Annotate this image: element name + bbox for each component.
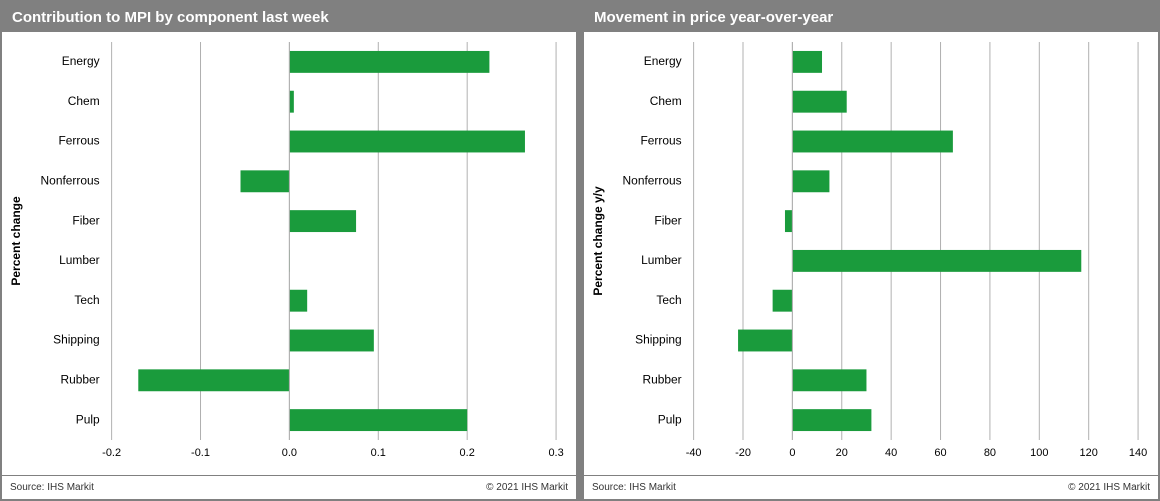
bar [792, 170, 829, 192]
category-label: Rubber [642, 372, 681, 386]
bar [792, 91, 846, 113]
svg-text:0.0: 0.0 [282, 447, 297, 459]
bar [289, 91, 293, 113]
bar [773, 290, 793, 312]
category-label: Rubber [60, 372, 99, 386]
bar [792, 131, 952, 153]
svg-text:20: 20 [836, 447, 848, 459]
bar [289, 290, 307, 312]
svg-text:-0.2: -0.2 [102, 447, 121, 459]
svg-text:0.1: 0.1 [371, 447, 386, 459]
category-label: Tech [74, 293, 99, 307]
bar [792, 369, 866, 391]
category-label: Chem [68, 94, 100, 108]
bar [738, 330, 792, 352]
category-label: Shipping [53, 333, 100, 347]
bar [289, 330, 373, 352]
bar [241, 170, 290, 192]
category-label: Nonferrous [623, 173, 682, 187]
category-label: Nonferrous [41, 173, 100, 187]
svg-text:140: 140 [1129, 447, 1147, 459]
category-label: Tech [656, 293, 681, 307]
category-label: Energy [644, 54, 682, 68]
right-footer: Source: IHS Markit © 2021 IHS Markit [584, 475, 1158, 499]
svg-text:-20: -20 [735, 447, 751, 459]
category-label: Energy [62, 54, 100, 68]
svg-text:40: 40 [885, 447, 897, 459]
y-axis-label: Percent change y/y [591, 186, 605, 296]
bar [785, 210, 792, 232]
bar [289, 131, 525, 153]
svg-text:0: 0 [789, 447, 795, 459]
svg-text:100: 100 [1030, 447, 1048, 459]
right-plot: -40 -20 0 20 40 60 80 100 120 140 Energy Chem Ferrou… [584, 32, 1158, 475]
category-label: Ferrous [640, 134, 681, 148]
bar [138, 369, 289, 391]
category-label: Fiber [654, 213, 681, 227]
svg-text:60: 60 [934, 447, 946, 459]
left-source: Source: IHS Markit [10, 482, 94, 493]
category-label: Chem [650, 94, 682, 108]
bar [289, 51, 489, 73]
left-plot: -0.2 -0.1 0.0 0.1 0.2 0.3 Energy Chem Ferrous Non… [2, 32, 576, 475]
category-label: Pulp [658, 412, 682, 426]
svg-text:80: 80 [984, 447, 996, 459]
category-label: Shipping [635, 333, 682, 347]
category-label: Pulp [76, 412, 100, 426]
bar [289, 210, 356, 232]
left-footer: Source: IHS Markit © 2021 IHS Markit [2, 475, 576, 499]
bar [792, 250, 1081, 272]
svg-text:0.2: 0.2 [460, 447, 475, 459]
left-title: Contribution to MPI by component last we… [2, 2, 576, 32]
bar [792, 409, 871, 431]
bar [792, 51, 822, 73]
svg-text:120: 120 [1080, 447, 1098, 459]
svg-text:-40: -40 [686, 447, 702, 459]
y-axis-label: Percent change [9, 196, 23, 286]
right-title: Movement in price year-over-year [584, 2, 1158, 32]
category-label: Lumber [641, 253, 682, 267]
svg-text:0.3: 0.3 [548, 447, 563, 459]
right-copyright: © 2021 IHS Markit [1068, 482, 1150, 493]
bar [289, 409, 467, 431]
charts-container: Contribution to MPI by component last we… [0, 0, 1160, 501]
category-label: Ferrous [58, 134, 99, 148]
right-panel: Movement in price year-over-year -40 -20 0… [582, 0, 1160, 501]
svg-text:-0.1: -0.1 [191, 447, 210, 459]
right-source: Source: IHS Markit [592, 482, 676, 493]
left-copyright: © 2021 IHS Markit [486, 482, 568, 493]
left-panel: Contribution to MPI by component last we… [0, 0, 578, 501]
category-label: Lumber [59, 253, 100, 267]
category-label: Fiber [72, 213, 99, 227]
